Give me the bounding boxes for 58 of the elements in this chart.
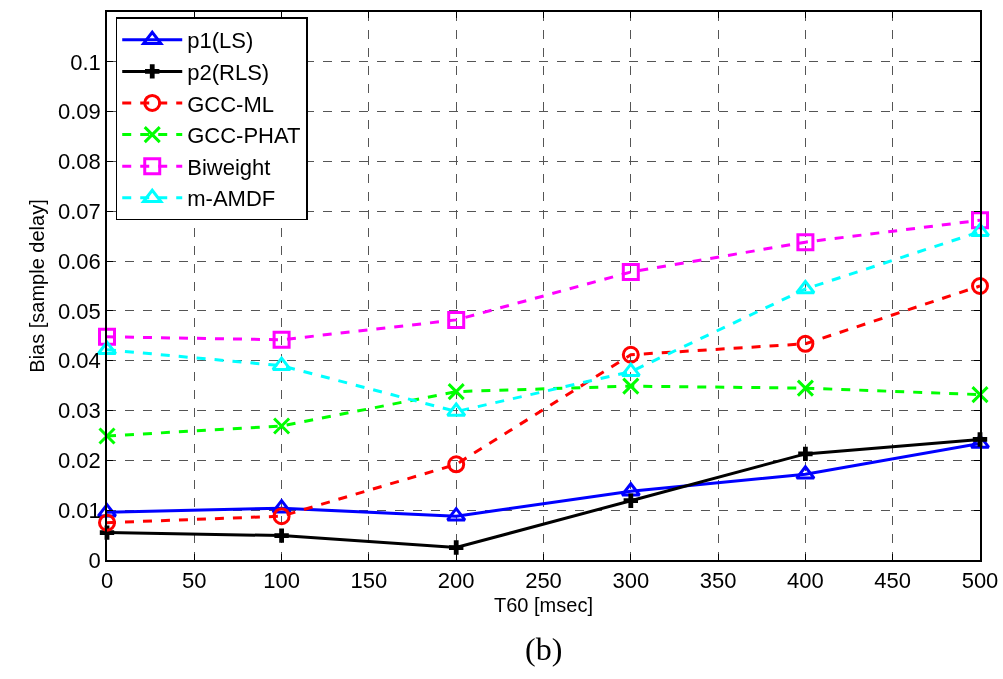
legend-label: GCC-PHAT bbox=[187, 123, 301, 149]
point bbox=[620, 482, 641, 497]
legend-label: m-AMDF bbox=[187, 186, 276, 212]
legend-label: GCC-ML bbox=[187, 91, 275, 117]
y-axis-title: Bias [sample delay] bbox=[26, 199, 49, 373]
point bbox=[274, 528, 289, 543]
x-tick-label: 200 bbox=[437, 568, 475, 594]
point bbox=[971, 277, 989, 295]
point bbox=[272, 330, 291, 349]
x-tick-label: 150 bbox=[350, 568, 388, 594]
legend-label: Biweight bbox=[187, 154, 271, 180]
point bbox=[621, 263, 640, 282]
point bbox=[623, 493, 638, 508]
point bbox=[272, 507, 291, 526]
y-tick-label: 0.02 bbox=[58, 448, 101, 474]
x-tick-label: 300 bbox=[612, 568, 650, 594]
point bbox=[447, 455, 466, 474]
point bbox=[621, 345, 640, 364]
point bbox=[98, 426, 116, 445]
text: (b) bbox=[525, 631, 563, 667]
y-tick-label: 0.07 bbox=[58, 198, 101, 224]
point bbox=[795, 279, 816, 295]
point bbox=[271, 356, 292, 371]
y-tick-label: 0.04 bbox=[58, 348, 101, 374]
y-tick-label: 0.06 bbox=[58, 248, 101, 274]
y-tick-label: 0 bbox=[88, 547, 101, 573]
x-tick-label: 250 bbox=[525, 568, 562, 594]
point bbox=[449, 540, 464, 555]
x-tick-label: 50 bbox=[182, 568, 207, 594]
point bbox=[796, 379, 815, 398]
x-tick-label: 500 bbox=[961, 568, 999, 594]
x-tick-label: 450 bbox=[874, 568, 912, 594]
point bbox=[620, 362, 641, 377]
point bbox=[98, 513, 116, 532]
y-tick-label: 0.08 bbox=[58, 149, 101, 175]
point bbox=[447, 382, 466, 401]
y-tick-label: 0.03 bbox=[58, 398, 101, 424]
x-axis-title: T60 [msec] bbox=[494, 594, 593, 617]
point bbox=[272, 416, 291, 435]
y-tick-label: 0.09 bbox=[58, 99, 101, 125]
legend-label: p2(RLS) bbox=[187, 59, 270, 85]
x-tick-label: 100 bbox=[263, 568, 300, 594]
x-tick-label: 400 bbox=[787, 568, 824, 594]
point bbox=[446, 402, 467, 417]
legend-label: p1(LS) bbox=[187, 28, 254, 54]
point bbox=[795, 465, 816, 480]
y-tick-label: 0.1 bbox=[70, 49, 101, 75]
y-tick-label: 0.05 bbox=[58, 298, 101, 324]
point bbox=[621, 377, 640, 396]
point bbox=[971, 211, 989, 230]
y-tick-label: 0.01 bbox=[58, 497, 101, 523]
point bbox=[796, 334, 815, 353]
point bbox=[798, 446, 813, 462]
point bbox=[447, 310, 466, 329]
point bbox=[796, 233, 815, 252]
point bbox=[446, 507, 467, 522]
x-tick-label: 350 bbox=[699, 568, 737, 594]
point bbox=[971, 385, 989, 404]
